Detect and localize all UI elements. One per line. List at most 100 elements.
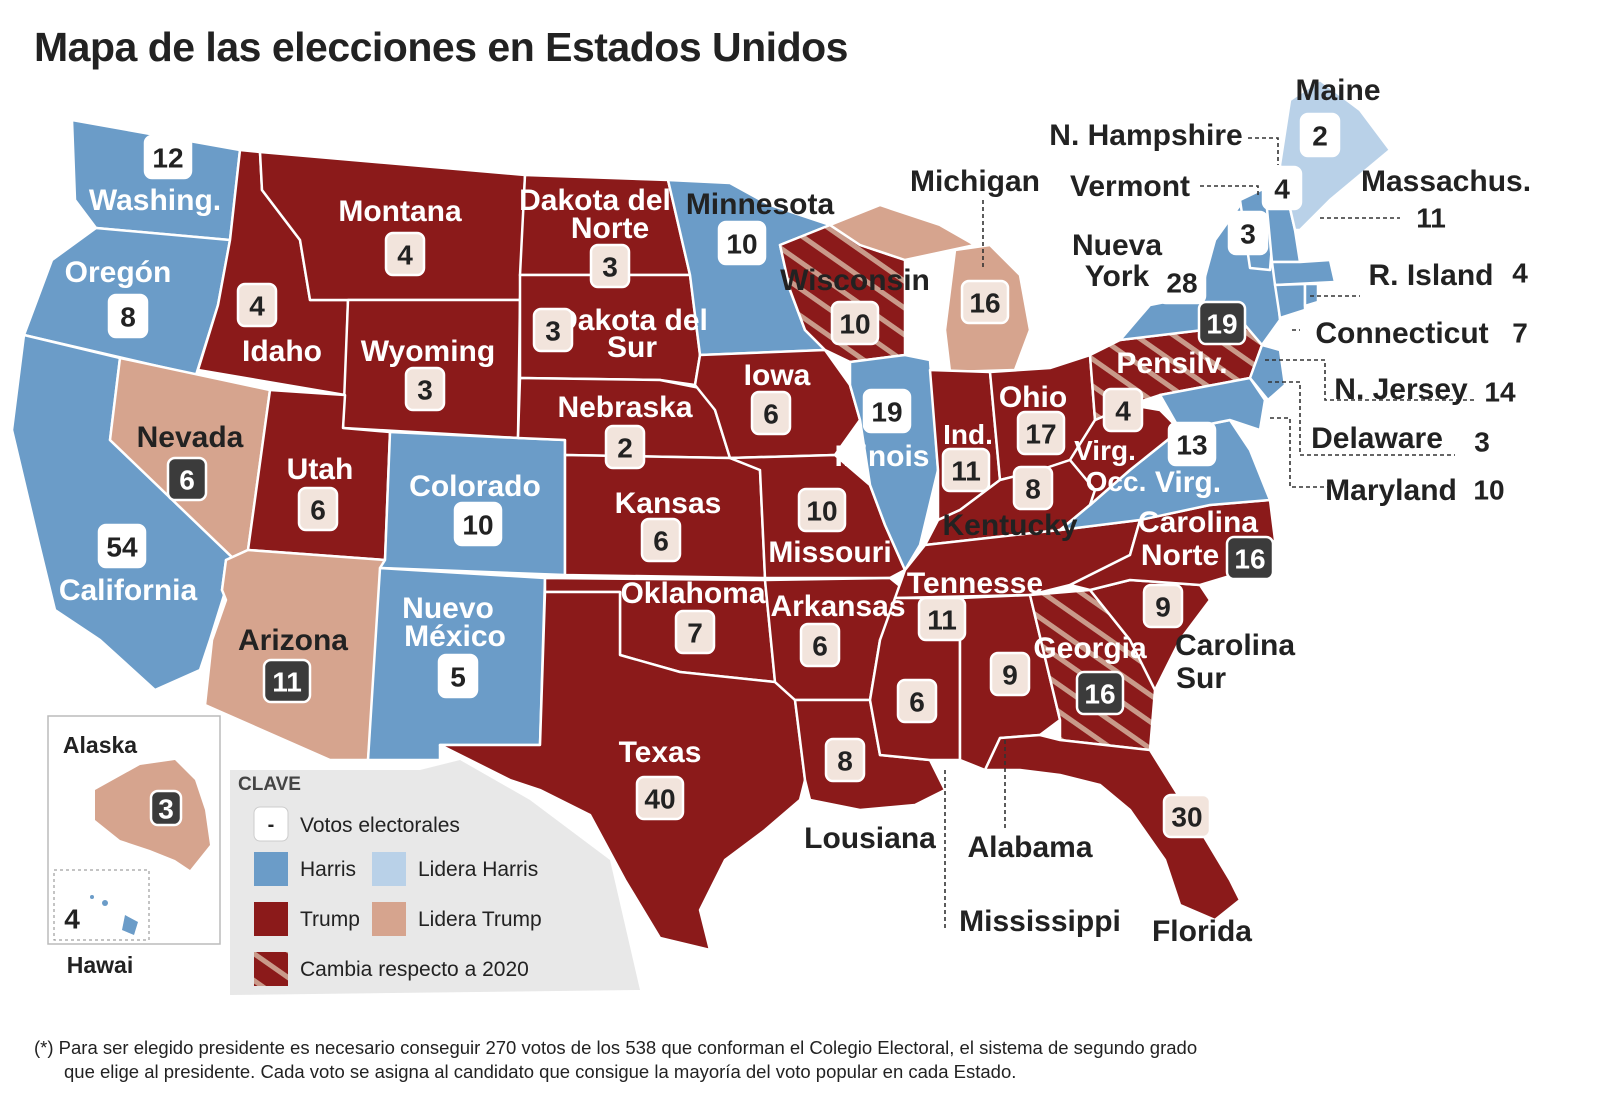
- footnote-line-2: que elige al presidente. Cada voto se as…: [64, 1061, 1017, 1082]
- vote-badge: 10: [453, 501, 503, 547]
- svg-text:40: 40: [644, 784, 675, 815]
- legend-lidera-harris-swatch: [372, 852, 406, 886]
- legend-trump-swatch: [254, 902, 288, 936]
- state-label: California: [59, 574, 198, 607]
- vote-badge: 7: [1499, 309, 1541, 355]
- state-label: Utah: [287, 453, 354, 486]
- svg-text:8: 8: [837, 746, 853, 777]
- vote-badge: 2: [1299, 112, 1341, 158]
- vote-badge: 6: [799, 622, 841, 668]
- state-michigan-upper[interactable]: [828, 203, 977, 262]
- vote-badge: 9: [989, 651, 1031, 697]
- footnote-line-1: (*) Para ser elegido presidente es neces…: [34, 1037, 1198, 1058]
- state-label: Wyoming: [361, 335, 495, 368]
- vote-badges: 1285464436111053326740106106101916111781…: [55, 112, 1541, 937]
- vote-badge: 19: [862, 388, 912, 434]
- vote-badge: 11: [941, 447, 991, 493]
- svg-text:30: 30: [1171, 802, 1202, 833]
- svg-text:9: 9: [1002, 660, 1018, 691]
- state-label: Arizona: [238, 624, 348, 657]
- svg-text:14: 14: [1484, 377, 1516, 408]
- state-label: Arkansas: [770, 590, 905, 623]
- state-massachusetts[interactable]: [1270, 258, 1337, 287]
- vote-badge: 10: [797, 487, 847, 533]
- svg-text:12: 12: [152, 143, 183, 174]
- svg-text:4: 4: [1274, 174, 1290, 205]
- state-label: Wisconsin: [780, 264, 930, 297]
- vote-badge: 19: [1197, 300, 1247, 346]
- svg-text:8: 8: [120, 302, 136, 333]
- svg-text:8: 8: [1025, 474, 1041, 505]
- legend-cambia-label: Cambia respecto a 2020: [300, 958, 529, 981]
- vote-badge: 40: [635, 775, 685, 821]
- state-label: R. Island: [1368, 259, 1493, 292]
- vote-badge: 7: [674, 609, 716, 655]
- vote-badge: 8: [824, 737, 866, 783]
- state-label: Nuevo México: [402, 592, 506, 653]
- vote-badge: 4: [384, 231, 426, 277]
- svg-text:5: 5: [450, 662, 466, 693]
- state-label: N. Jersey: [1334, 373, 1468, 406]
- legend-lidera-trump-swatch: [372, 902, 406, 936]
- svg-text:3: 3: [417, 375, 433, 406]
- svg-text:3: 3: [545, 316, 561, 347]
- svg-text:10: 10: [806, 496, 837, 527]
- vote-badge: 28: [1157, 259, 1207, 305]
- svg-text:11: 11: [1416, 203, 1446, 234]
- svg-text:3: 3: [1474, 427, 1490, 458]
- state-label: Oregón: [65, 256, 172, 289]
- svg-text:6: 6: [653, 526, 669, 557]
- state-label: Dakota del Sur: [556, 304, 708, 364]
- vote-badge: 4: [1261, 165, 1303, 211]
- state-label: Oklahoma: [620, 577, 765, 610]
- state-label: Colorado: [409, 470, 541, 503]
- state-label: Missouri: [768, 536, 891, 569]
- vote-badge: 10: [717, 220, 767, 266]
- svg-text:10: 10: [462, 510, 493, 541]
- vote-badge: 2: [604, 424, 646, 470]
- state-label: Nevada: [137, 421, 244, 454]
- svg-text:11: 11: [927, 605, 957, 636]
- svg-text:6: 6: [812, 631, 828, 662]
- state-texas[interactable]: [438, 590, 807, 952]
- state-florida[interactable]: [983, 733, 1242, 922]
- legend-harris-label: Harris: [300, 858, 356, 881]
- state-hawaii[interactable]: [122, 915, 138, 935]
- svg-text:17: 17: [1025, 419, 1056, 450]
- state-label: Maryland: [1325, 474, 1457, 507]
- footnote: (*) Para ser elegido presidente es neces…: [34, 1036, 1364, 1084]
- state-label: N. Hampshire: [1049, 119, 1242, 152]
- page-title: Mapa de las elecciones en Estados Unidos: [34, 24, 848, 70]
- vote-badge: 4: [236, 282, 278, 328]
- state-labels: Washing. Oregón California Nevada Idaho Monta…: [59, 74, 1531, 979]
- svg-text:4: 4: [1512, 258, 1528, 289]
- state-new-jersey[interactable]: [1248, 343, 1287, 402]
- state-label: Georgia: [1033, 632, 1147, 665]
- vote-badge: 3: [1461, 418, 1503, 464]
- state-label: Mississippi: [959, 905, 1121, 938]
- legend-title: CLAVE: [238, 774, 301, 795]
- svg-text:19: 19: [1206, 309, 1237, 340]
- legend-votes-symbol: -: [268, 814, 275, 836]
- vote-badge: 9: [1142, 583, 1184, 629]
- state-label: Connecticut: [1315, 317, 1488, 350]
- vote-badge: 8: [1012, 465, 1054, 511]
- state-label: Dakota del Norte: [519, 184, 671, 245]
- vote-badge: 11: [917, 596, 967, 642]
- vote-badge: 4: [55, 899, 89, 937]
- svg-text:10: 10: [726, 229, 757, 260]
- svg-text:6: 6: [179, 465, 195, 496]
- state-label: Texas: [619, 736, 702, 769]
- svg-text:2: 2: [1312, 121, 1328, 152]
- svg-text:19: 19: [871, 397, 902, 428]
- state-label: Carolina Norte: [1138, 506, 1258, 572]
- state-north-carolina[interactable]: [1068, 498, 1277, 592]
- state-connecticut[interactable]: [1273, 282, 1307, 320]
- svg-text:3: 3: [602, 252, 618, 283]
- state-rhode-island[interactable]: [1303, 282, 1320, 308]
- legend: CLAVE - Votos electorales Harris Lidera …: [230, 760, 640, 995]
- state-label: Virg.: [1155, 466, 1221, 499]
- vote-badge: 11: [1406, 194, 1456, 240]
- svg-text:4: 4: [64, 904, 80, 935]
